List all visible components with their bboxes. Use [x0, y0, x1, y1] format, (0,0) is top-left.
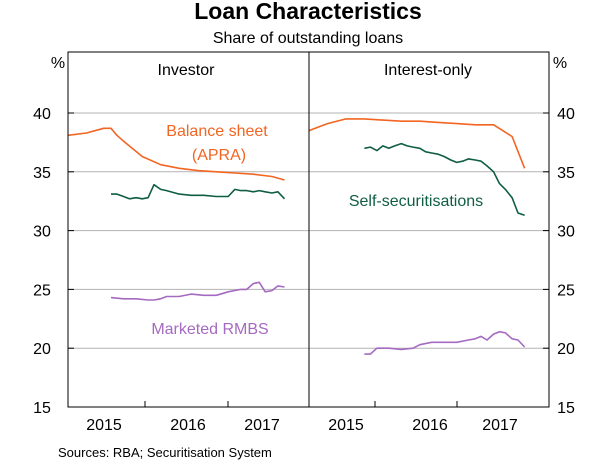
y-axis-unit-left: % — [51, 55, 65, 72]
y-tick-label-right: 35 — [557, 165, 575, 182]
series-line-balance-sheet-apra-panel-1 — [67, 127, 285, 181]
series-layer — [67, 118, 526, 355]
x-tick-label: 2016 — [412, 417, 448, 434]
annotation-balance-sheet: Balance sheet — [166, 123, 268, 140]
frame-layer: 15 15 20 20 25 25 30 30 35 35 40 40 2015 2016 2017 2015… — [33, 51, 575, 434]
y-tick-label-right: 40 — [557, 106, 575, 123]
y-tick-label-left: 40 — [33, 106, 51, 123]
annotation-marketed-rmbs: Marketed RMBS — [151, 321, 268, 338]
y-tick-label-left: 20 — [33, 341, 51, 358]
source-note: Sources: RBA; Securitisation System — [58, 445, 272, 460]
y-axis-unit-right: % — [553, 55, 567, 72]
annotation-apra: (APRA) — [192, 147, 246, 164]
chart-subtitle: Share of outstanding loans — [213, 30, 403, 47]
y-tick-label-right: 20 — [557, 341, 575, 358]
x-tick-label: 2016 — [170, 417, 206, 434]
series-line-marketed-rmbs-panel-1 — [110, 281, 285, 301]
y-tick-label-right: 15 — [557, 400, 575, 417]
panel-title-investor: Investor — [158, 62, 216, 79]
series-line-self-securitisations-panel-1 — [111, 183, 286, 200]
x-tick-label: 2017 — [482, 417, 518, 434]
y-tick-label-right: 25 — [557, 282, 575, 299]
y-tick-label-left: 15 — [33, 400, 51, 417]
x-tick-label: 2015 — [328, 417, 364, 434]
y-tick-label-left: 35 — [33, 165, 51, 182]
series-line-marketed-rmbs-panel-2 — [364, 330, 526, 355]
x-tick-label: 2017 — [244, 417, 280, 434]
chart-title: Loan Characteristics — [194, 0, 422, 24]
panel-title-interest-only: Interest-only — [384, 62, 472, 79]
y-tick-label-left: 30 — [33, 224, 51, 241]
annotation-self-securitisations: Self-securitisations — [349, 193, 483, 210]
series-line-balance-sheet-apra-panel-2 — [308, 118, 526, 169]
series-line-self-securitisations-panel-2 — [364, 142, 525, 217]
y-tick-label-left: 25 — [33, 282, 51, 299]
x-tick-label: 2015 — [86, 417, 122, 434]
y-tick-label-right: 30 — [557, 224, 575, 241]
